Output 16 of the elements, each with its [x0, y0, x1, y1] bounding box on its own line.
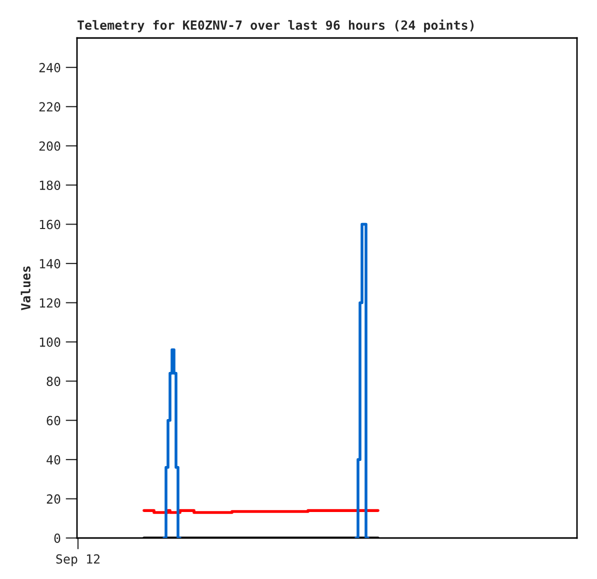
y-tick-label: 60 — [46, 416, 60, 426]
y-tick-label: 160 — [40, 220, 60, 230]
chart-title: Telemetry for KE0ZNV-7 over last 96 hours (24 points) — [78, 20, 474, 32]
y-tick-label: 20 — [46, 494, 60, 504]
y-axis-title: Values — [20, 266, 30, 310]
y-tick-label: 100 — [40, 337, 60, 347]
y-tick-label: 40 — [46, 455, 60, 465]
y-tick-label: 240 — [39, 62, 60, 72]
y-tick-label: 0 — [54, 534, 60, 543]
y-tick-label: 80 — [46, 376, 60, 386]
y-tick-label: 120 — [40, 298, 60, 308]
y-tick-label: 200 — [39, 141, 60, 151]
y-tick-label: 140 — [40, 258, 60, 268]
y-tick-label: 220 — [39, 102, 60, 112]
x-tick-label: Sep 12 — [56, 554, 100, 566]
y-tick-label: 180 — [40, 180, 60, 190]
